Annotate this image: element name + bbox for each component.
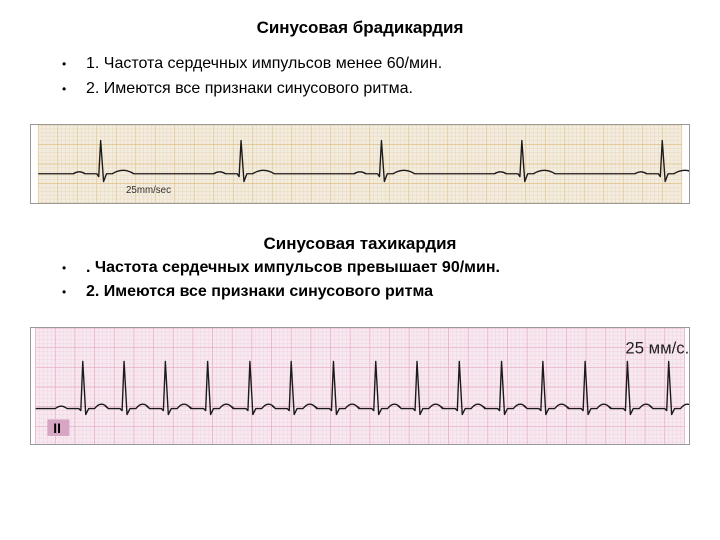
svg-text:II: II (53, 421, 61, 436)
svg-text:25mm/sec: 25mm/sec (126, 185, 171, 196)
bullet-text: . Частота сердечных импульсов превышает … (86, 256, 500, 281)
list-item: • 2. Имеются все признаки синусового рит… (62, 77, 692, 102)
bullet-text: 2. Имеются все признаки синусового ритма (86, 280, 433, 305)
bullet-icon: • (62, 55, 86, 74)
svg-text:25 мм/с.: 25 мм/с. (625, 339, 689, 358)
bullet-icon: • (62, 283, 86, 302)
tachycardia-bullets: • . Частота сердечных импульсов превышае… (62, 256, 692, 306)
bradycardia-bullets: • 1. Частота сердечных импульсов менее 6… (62, 52, 692, 102)
bradycardia-title: Синусовая брадикардия (28, 18, 692, 38)
bullet-text: 2. Имеются все признаки синусового ритма… (86, 77, 413, 102)
bradycardia-ecg-container: 25mm/sec (28, 124, 692, 204)
tachycardia-ecg-container: 25 мм/с. II (28, 327, 692, 445)
bullet-icon: • (62, 259, 86, 278)
bullet-icon: • (62, 80, 86, 99)
bradycardia-ecg: 25mm/sec (30, 124, 690, 204)
list-item: • 2. Имеются все признаки синусового рит… (62, 280, 692, 305)
bullet-text: 1. Частота сердечных импульсов менее 60/… (86, 52, 442, 77)
list-item: • . Частота сердечных импульсов превышае… (62, 256, 692, 281)
tachycardia-title: Синусовая тахикардия (28, 234, 692, 254)
tachycardia-ecg: 25 мм/с. II (30, 327, 690, 445)
list-item: • 1. Частота сердечных импульсов менее 6… (62, 52, 692, 77)
